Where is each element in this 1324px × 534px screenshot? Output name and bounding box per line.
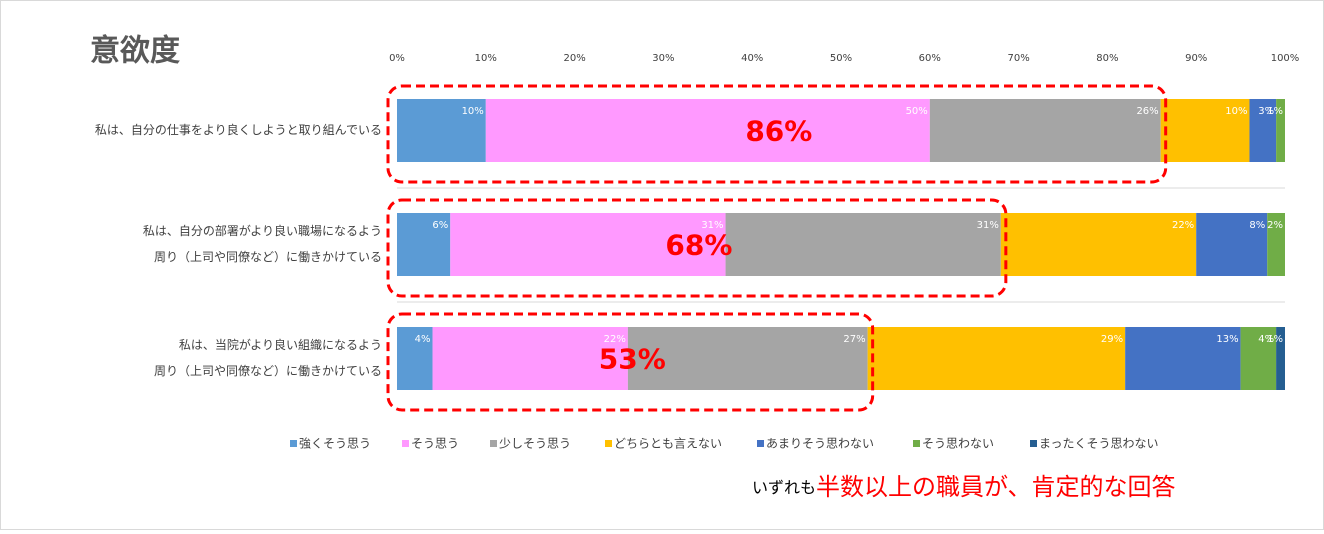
data-label: 2%	[1267, 220, 1283, 231]
note: いずれも半数以上の職員が、肯定的な回答	[752, 473, 1176, 501]
data-label: 31%	[977, 220, 999, 231]
bar-segment	[432, 327, 628, 390]
data-label: 29%	[1101, 334, 1123, 345]
data-label: 1%	[1267, 106, 1283, 117]
legend-label: まったくそう思わない	[1039, 437, 1159, 451]
bar-segment	[397, 213, 451, 276]
data-label: 22%	[1172, 220, 1194, 231]
x-tick-label: 90%	[1185, 53, 1207, 64]
annotation-box	[386, 312, 875, 412]
data-label: 27%	[843, 334, 865, 345]
bar-segment	[1240, 327, 1277, 390]
legend-swatch	[490, 440, 497, 447]
chart-title: 意欲度	[90, 34, 180, 69]
y-tick-label: 私は、当院がより良い組織になるよう	[179, 337, 382, 352]
y-tick-label: 周り（上司や同僚など）に働きかけている	[154, 249, 382, 264]
legend-swatch	[605, 440, 612, 447]
data-label: 31%	[701, 220, 723, 231]
note-emphasis: 半数以上の職員が、肯定的な回答	[816, 473, 1176, 501]
data-label: 13%	[1216, 334, 1238, 345]
bar-segment	[929, 99, 1161, 162]
annotation-label: 86%	[745, 115, 812, 148]
data-label: 1%	[1267, 334, 1283, 345]
legend-label: そう思う	[411, 437, 459, 451]
bar-segment	[1160, 99, 1250, 162]
data-label: 8%	[1249, 220, 1265, 231]
legend-swatch	[290, 440, 297, 447]
bar-segment	[1276, 99, 1285, 162]
bar-segment	[1125, 327, 1241, 390]
legend-label: どちらとも言えない	[614, 437, 722, 451]
annotation-box	[386, 198, 1008, 298]
bar-segment	[450, 213, 726, 276]
data-label: 4%	[415, 334, 431, 345]
legend-label: あまりそう思わない	[766, 437, 874, 451]
bar-segment	[1000, 213, 1197, 276]
data-label: 10%	[1225, 106, 1247, 117]
bar-segment	[725, 213, 1001, 276]
x-tick-label: 60%	[919, 53, 941, 64]
legend-label: そう思わない	[922, 437, 994, 451]
x-tick-label: 10%	[475, 53, 497, 64]
x-tick-label: 0%	[389, 53, 405, 64]
legend-label: 少しそう思う	[499, 437, 571, 451]
y-tick-label: 私は、自分の部署がより良い職場になるよう	[143, 223, 382, 238]
data-label: 4%	[1258, 334, 1274, 345]
x-tick-label: 20%	[563, 53, 585, 64]
legend-swatch	[757, 440, 764, 447]
data-label: 3%	[1258, 106, 1274, 117]
bar-segment	[867, 327, 1126, 390]
data-label: 26%	[1136, 106, 1158, 117]
annotation-label: 53%	[599, 343, 666, 376]
bar-segment	[627, 327, 868, 390]
data-label: 10%	[462, 106, 484, 117]
legend-swatch	[402, 440, 409, 447]
note-lead: いずれも	[752, 478, 816, 497]
bar-segment	[1196, 213, 1268, 276]
data-label: 6%	[432, 220, 448, 231]
bar-segment	[397, 99, 486, 162]
x-tick-label: 30%	[652, 53, 674, 64]
y-tick-label: 私は、自分の仕事をより良くしようと取り組んでいる	[95, 122, 382, 137]
y-tick-label: 周り（上司や同僚など）に働きかけている	[154, 363, 382, 378]
data-label: 22%	[604, 334, 626, 345]
x-tick-label: 100%	[1271, 53, 1300, 64]
bar-segment	[485, 99, 930, 162]
bar-segment	[397, 327, 433, 390]
bar-segment	[1276, 327, 1285, 390]
bar-segment	[1249, 99, 1277, 162]
legend-swatch	[1030, 440, 1037, 447]
annotation-label: 68%	[665, 229, 732, 262]
bar-segment	[1267, 213, 1285, 276]
x-tick-label: 40%	[741, 53, 763, 64]
x-tick-label: 70%	[1007, 53, 1029, 64]
annotation-box	[386, 84, 1168, 184]
data-label: 50%	[906, 106, 928, 117]
legend-swatch	[913, 440, 920, 447]
x-tick-label: 50%	[830, 53, 852, 64]
x-tick-label: 80%	[1096, 53, 1118, 64]
legend-label: 強くそう思う	[299, 437, 371, 451]
